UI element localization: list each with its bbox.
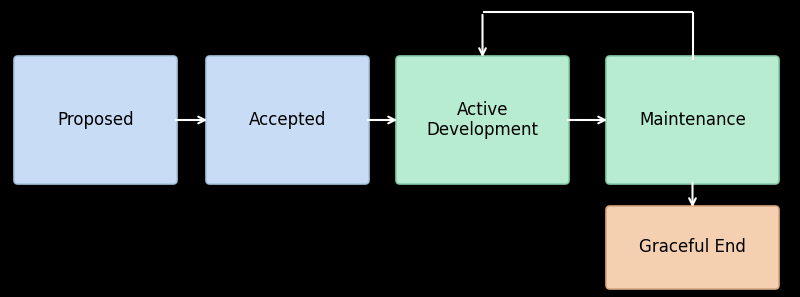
FancyBboxPatch shape: [206, 56, 369, 184]
Text: Maintenance: Maintenance: [639, 111, 746, 129]
FancyBboxPatch shape: [396, 56, 569, 184]
Text: Active
Development: Active Development: [426, 101, 538, 139]
FancyBboxPatch shape: [606, 56, 779, 184]
Text: Proposed: Proposed: [57, 111, 134, 129]
FancyBboxPatch shape: [14, 56, 177, 184]
Text: Graceful End: Graceful End: [639, 238, 746, 257]
Text: Accepted: Accepted: [249, 111, 326, 129]
FancyBboxPatch shape: [606, 206, 779, 289]
